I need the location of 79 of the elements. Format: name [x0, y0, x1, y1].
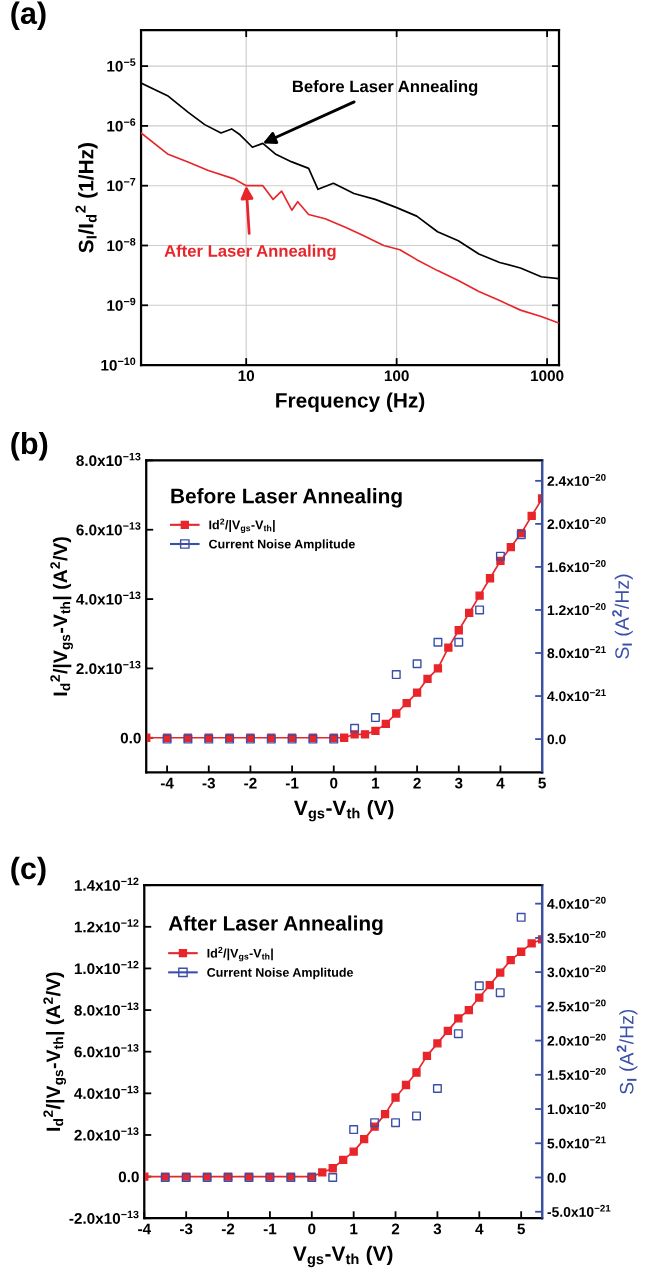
x-tick-label: 0 [308, 1223, 316, 1235]
x-tick-label: 10 [238, 370, 255, 382]
y-tick-label: 10$^{−10}$ [101, 357, 136, 371]
y2-tick-label: 1.6x10$^{−20}$ [547, 560, 606, 573]
y2-tick-label: 0.0 [547, 1172, 566, 1183]
y2-tick-label: 3.5x10$^{−20}$ [547, 930, 606, 944]
x-tick-label: 5 [517, 1223, 525, 1235]
y-tick-label: 6.0x10$^{−13}$ [76, 522, 141, 536]
legend-label: Id$^{2}$/|V$_{gs}$-V$_{th}$| [209, 518, 275, 534]
y2-tick-label: 8.0x10$^{−21}$ [547, 646, 606, 659]
chart-title: (b) [11, 431, 48, 461]
y2-tick-label: 0.0 [547, 734, 566, 745]
x-tick-label: 1000 [531, 370, 564, 382]
y2-tick-label: 2.0x10$^{−20}$ [547, 516, 606, 530]
y-tick-label: 4.0x10$^{−13}$ [74, 1085, 139, 1099]
x-tick-label: 2 [413, 777, 421, 789]
y2-tick-label: 4.0x10$^{−20}$ [547, 896, 606, 909]
annotation: After Laser Annealing [168, 915, 383, 935]
y-tick-label: 8.0x10$^{−13}$ [76, 452, 141, 467]
y-tick-label: 1.4x10$^{−12}$ [74, 877, 139, 891]
text: I$_{d}$$^{2}$/|V$_{gs}$-V$_{th}$| (A$^{2}$/V) [43, 972, 66, 1131]
y-tick-label: 10$^{−9}$ [107, 297, 136, 311]
annotation: Before Laser Annealing [171, 488, 402, 508]
chart-title: (a) [11, 1, 46, 31]
y-tick-label: 10$^{−8}$ [107, 237, 136, 252]
x-tick-label: 1 [350, 1223, 358, 1235]
x-tick-label: 100 [384, 370, 409, 382]
y-axis-title: S$_{I}$/I$_{d}$$^{2}$ (1/Hz) [75, 143, 98, 253]
annotation: After Laser Annealing [164, 244, 336, 261]
text: I$_{d}$$^{2}$/|V$_{gs}$-V$_{th}$| (A$^{2}$/V) [50, 537, 73, 696]
x-tick-label: -2 [244, 777, 257, 789]
y2-tick-label: 3.0x10$^{−20}$ [547, 965, 606, 978]
y-tick-label: 8.0x10$^{−13}$ [74, 1002, 139, 1016]
x-tick-label: 0 [330, 777, 338, 789]
y-tick-label: 1.2x10$^{−12}$ [74, 919, 139, 933]
y2-tick-label: 1.5x10$^{−20}$ [547, 1067, 606, 1080]
y-tick-label: 2.0x10$^{−13}$ [76, 660, 141, 675]
legend-label: Current Noise Amplitude [207, 967, 354, 980]
x-tick-label: -4 [138, 1223, 152, 1235]
y2-tick-label: 5.0x10$^{−21}$ [547, 1136, 606, 1149]
y-tick-label: 4.0x10$^{−13}$ [76, 591, 141, 605]
x-tick-label: -1 [263, 1223, 277, 1235]
x-tick-label: 4 [475, 1223, 484, 1235]
x-axis-title: Frequency (Hz) [276, 392, 425, 412]
y2-tick-label: 4.0x10$^{−21}$ [547, 689, 606, 702]
y2-tick-label: 1.0x10$^{−20}$ [547, 1102, 606, 1115]
y2-tick-label: 2.5x10$^{−20}$ [547, 999, 606, 1012]
y2-axis-title: S$_{I}$ (A$^{2}$/Hz) [612, 574, 633, 659]
y-tick-label: 10$^{−7}$ [107, 178, 136, 192]
x-tick-label: 3 [454, 777, 463, 789]
y2-tick-label: 1.2x10$^{−20}$ [547, 603, 606, 616]
x-tick-label: -3 [179, 1223, 193, 1235]
y-tick-label: -2.0x10$^{−13}$ [69, 1210, 139, 1224]
y2-axis-title: S$_{I}$ (A$^{2}$/Hz) [616, 1009, 638, 1094]
x-tick-label: 2 [391, 1223, 400, 1235]
x-tick-label: 3 [433, 1223, 442, 1235]
chart-title: (c) [11, 856, 46, 886]
legend-label: Current Noise Amplitude [209, 539, 355, 551]
x-tick-label: 1 [372, 777, 380, 789]
x-tick-label: 4 [496, 777, 505, 789]
y2-tick-label: 2.0x10$^{−20}$ [547, 1033, 606, 1046]
annotation: Before Laser Annealing [292, 80, 478, 96]
y-tick-label: 2.0x10$^{−13}$ [74, 1127, 139, 1141]
x-tick-label: -4 [160, 777, 174, 789]
y-tick-label: 6.0x10$^{−13}$ [74, 1044, 139, 1058]
y2-tick-label: -5.0x10$^{−21}$ [547, 1204, 611, 1217]
y-tick-label: 10$^{−6}$ [107, 118, 136, 132]
legend-label: Id$^{2}$/|V$_{gs}$-V$_{th}$| [207, 946, 273, 962]
x-tick-label: -2 [221, 1223, 235, 1235]
x-axis-title: V$_{gs}$-V$_{th}$ (V) [294, 799, 394, 822]
y-tick-label: 10$^{−5}$ [107, 58, 136, 72]
y-tick-label: 1.0x10$^{−12}$ [74, 960, 139, 975]
x-axis-title: V$_{gs}$-V$_{th}$ (V) [293, 1245, 393, 1268]
y-tick-label: 0.0 [118, 1171, 139, 1183]
x-tick-label: 5 [538, 777, 546, 789]
x-tick-label: -3 [202, 777, 215, 789]
y-tick-label: 0.0 [120, 732, 141, 744]
x-tick-label: -1 [285, 777, 299, 789]
y2-tick-label: 2.4x10$^{−20}$ [547, 473, 606, 486]
